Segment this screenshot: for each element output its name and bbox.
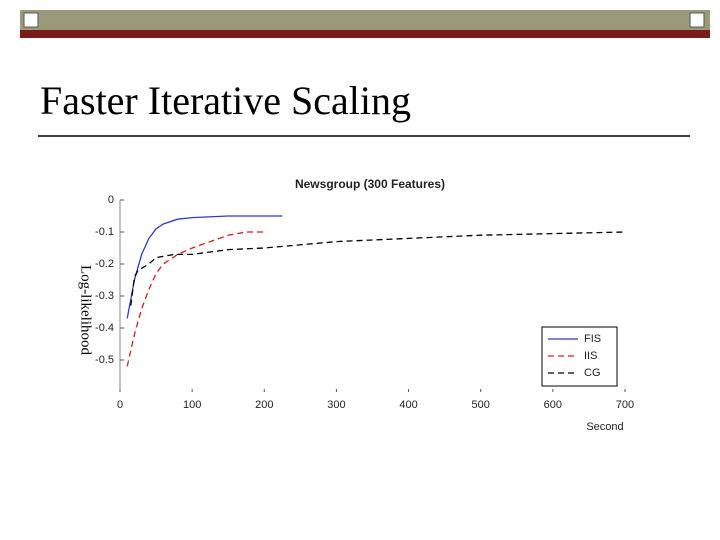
y-tick-label: -0.3 — [95, 290, 114, 302]
top-band — [20, 30, 710, 38]
corner-box — [23, 12, 39, 28]
x-tick-label: 200 — [255, 399, 273, 411]
series-line — [126, 231, 265, 367]
y-tick-label: -0.5 — [95, 354, 114, 366]
slide-title: Faster Iterative Scaling — [40, 78, 411, 123]
series-line — [130, 231, 626, 306]
legend-label: IIS — [584, 350, 597, 362]
x-tick-label: 100 — [183, 399, 201, 411]
corner-box — [689, 12, 705, 28]
chart-title: Newsgroup (300 Features) — [295, 177, 445, 191]
y-tick-label: 0 — [108, 194, 114, 206]
x-tick-label: 600 — [544, 399, 562, 411]
x-tick-label: 500 — [472, 399, 490, 411]
y-tick-label: -0.1 — [95, 226, 114, 238]
x-tick-label: 400 — [399, 399, 417, 411]
y-tick-label: -0.2 — [95, 258, 114, 270]
series-line — [126, 215, 283, 319]
x-tick-label: 0 — [117, 399, 123, 411]
legend-box — [541, 326, 618, 387]
x-tick-label: 300 — [327, 399, 345, 411]
y-tick-label: -0.4 — [95, 322, 114, 334]
y-axis-label: Log-likelihood — [78, 265, 94, 355]
legend-label: CG — [584, 367, 601, 379]
legend-label: FIS — [584, 333, 601, 345]
x-axis-label: Second — [586, 421, 623, 433]
x-tick-label: 700 — [616, 399, 634, 411]
